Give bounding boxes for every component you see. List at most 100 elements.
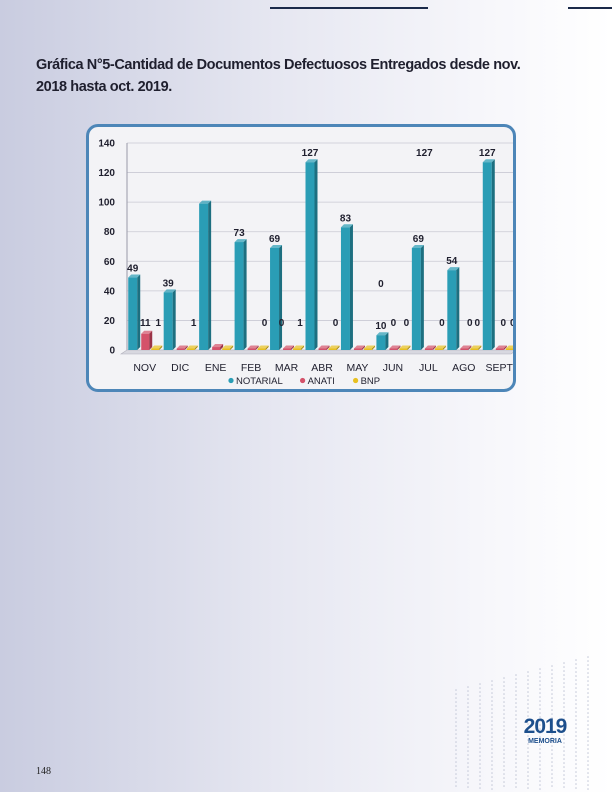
decorative-dot (587, 780, 589, 782)
decorative-dot (575, 671, 577, 673)
decorative-dot (575, 715, 577, 717)
legend-label-anati: ANATI (308, 376, 335, 387)
anati-bar-top (176, 345, 188, 349)
decorative-dot (515, 766, 517, 768)
decorative-dot (467, 718, 469, 720)
decorative-dot (515, 710, 517, 712)
decorative-dot (479, 719, 481, 721)
decorative-dot (479, 739, 481, 741)
decorative-dot (467, 758, 469, 760)
logo-year: 2019 (523, 715, 568, 738)
decorative-dot (455, 777, 457, 779)
decorative-dot (587, 692, 589, 694)
notarial-bar-side (172, 289, 176, 350)
y-tick-label: 100 (98, 198, 115, 209)
decorative-dot (551, 729, 553, 731)
bnp-bar (222, 348, 231, 350)
decorative-dot (587, 704, 589, 706)
decorative-dot (551, 765, 553, 767)
decorative-dot (467, 730, 469, 732)
decorative-dot (491, 768, 493, 770)
decorative-dot (539, 744, 541, 746)
decorative-dot (539, 748, 541, 750)
bnp-bar-side (442, 345, 446, 350)
decorative-dot (503, 749, 505, 751)
decorative-dot (575, 735, 577, 737)
chart-title: Gráfica N°5-Cantidad de Documentos Defec… (36, 57, 521, 95)
y-tick-label: 40 (104, 286, 116, 297)
decorative-dot (467, 698, 469, 700)
notarial-bar-top (270, 244, 283, 248)
decorative-dot (575, 683, 577, 685)
decorative-dot (503, 757, 505, 759)
decorative-dot (587, 744, 589, 746)
decorative-dot (503, 773, 505, 775)
decorative-dot (563, 762, 565, 764)
anati-bar-side (397, 345, 401, 350)
decorative-dot (539, 756, 541, 758)
anati-bar-top (389, 345, 401, 349)
decorative-dot (479, 783, 481, 785)
notarial-bar (340, 227, 350, 350)
anati-bar (247, 348, 256, 350)
bnp-bar (470, 348, 479, 350)
decorative-dot (539, 736, 541, 738)
decorative-dot (563, 738, 565, 740)
anati-bar (176, 348, 185, 350)
anati-bar (353, 348, 362, 350)
decorative-dot (479, 747, 481, 749)
decorative-dot (587, 768, 589, 770)
decorative-dot (527, 711, 529, 713)
decorative-dot (587, 732, 589, 734)
decorative-dot (563, 754, 565, 756)
decorative-dot (587, 772, 589, 774)
decorative-dot (587, 716, 589, 718)
decorative-dot (467, 710, 469, 712)
notarial-bar-top (340, 224, 353, 228)
notarial-bar-side (279, 244, 283, 350)
decorative-dot (515, 698, 517, 700)
decorative-dot (479, 711, 481, 713)
decorative-dot (479, 743, 481, 745)
decorative-dot (527, 771, 529, 773)
notarial-data-label: 54 (446, 256, 458, 267)
decorative-dot (539, 700, 541, 702)
bnp-bar-side (514, 346, 516, 351)
decorative-dot (551, 665, 553, 667)
decorative-dot (503, 761, 505, 763)
decorative-dot (587, 724, 589, 726)
decorative-dot (551, 741, 553, 743)
notarial-data-label: 10 (375, 321, 387, 332)
anati-bar-side (291, 345, 295, 350)
decorative-dot (491, 684, 493, 686)
notarial-bar-top (447, 267, 460, 271)
decorative-dot (515, 722, 517, 724)
decorative-dot (527, 787, 529, 789)
decorative-dot (563, 694, 565, 696)
decorative-dot (587, 688, 589, 690)
notarial-bar-side (314, 159, 318, 350)
bnp-bar-top (505, 345, 513, 349)
decorative-dot (515, 718, 517, 720)
anati-bar-top (141, 330, 153, 334)
anati-bar-top (424, 345, 436, 349)
decorative-dot (587, 700, 589, 702)
legend-marker-anati (300, 377, 306, 384)
decorative-dot (479, 755, 481, 757)
decorative-dot (575, 751, 577, 753)
decorative-dot (587, 736, 589, 738)
decorative-dot (551, 669, 553, 671)
y-tick-label: 120 (98, 168, 115, 179)
decorative-dot (575, 747, 577, 749)
anati-bar (424, 348, 433, 350)
decorative-dot (563, 690, 565, 692)
decorative-dot (575, 663, 577, 665)
anati-bar (141, 333, 150, 350)
notarial-data-label: 127 (302, 148, 319, 159)
decorative-dot (479, 695, 481, 697)
decorative-dot (539, 728, 541, 730)
bnp-data-label: 0 (475, 318, 481, 329)
decorative-dot (467, 722, 469, 724)
decorative-dot (527, 739, 529, 741)
